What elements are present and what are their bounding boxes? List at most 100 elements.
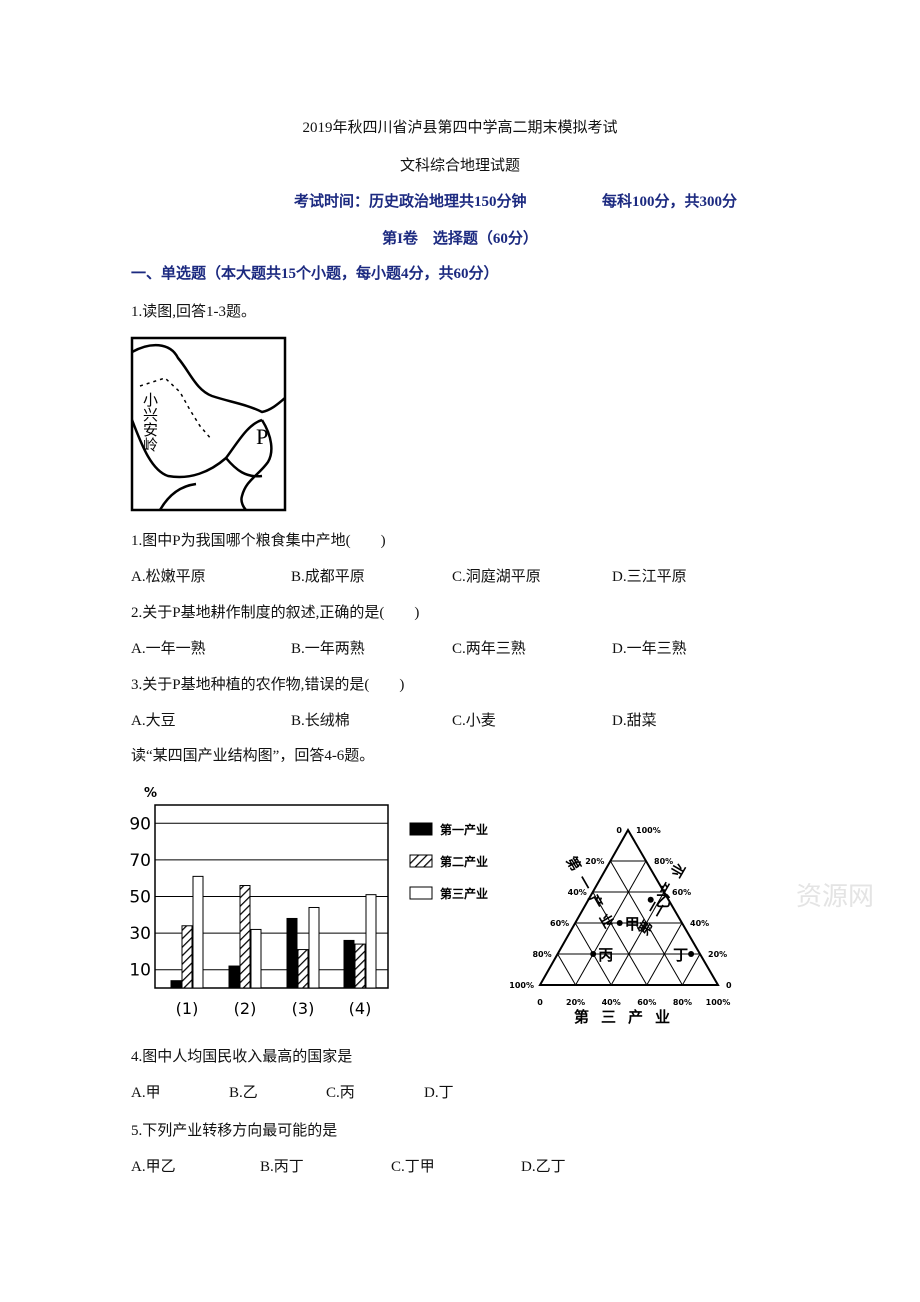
right-tick-label: 20% bbox=[708, 950, 727, 959]
bar bbox=[239, 885, 251, 989]
y-tick-label: 70 bbox=[129, 851, 151, 871]
question-stem: 3.关于P基地种植的农作物,错误的是( ) bbox=[131, 677, 405, 693]
bottom-tick-label: 100% bbox=[706, 998, 731, 1007]
watermark: 资源网 bbox=[796, 882, 874, 912]
left-tick-label: 20% bbox=[585, 857, 604, 866]
ternary-chart: 0 0 0 20% 20% 20% 40% 40% 40% 60% 60% 60% 80% 80% 80% 1… bbox=[509, 826, 732, 1026]
point-label: 乙 bbox=[656, 892, 671, 910]
triangle bbox=[538, 827, 720, 986]
grid-line bbox=[557, 953, 577, 986]
legend-label: 第三产业 bbox=[440, 886, 488, 901]
y-tick-label: 10 bbox=[129, 961, 151, 981]
intro: 读“某四国产业结构图”，回答4-6题。 bbox=[131, 748, 375, 764]
bar bbox=[181, 925, 193, 989]
question-stem: 2.关于P基地耕作制度的叙述,正确的是( ) bbox=[131, 605, 420, 621]
x-tick-label: (2) bbox=[234, 999, 257, 1018]
option: C.洞庭湖平原 bbox=[452, 569, 541, 585]
option: B.长绒棉 bbox=[291, 713, 350, 729]
map: 小兴安岭 P bbox=[130, 336, 287, 512]
option: D.三江平原 bbox=[612, 569, 687, 585]
legend-swatch bbox=[409, 854, 433, 868]
point bbox=[688, 951, 695, 957]
bar bbox=[170, 980, 182, 989]
left-tick-label: 40% bbox=[568, 888, 587, 897]
bottom-tick-label: 80% bbox=[673, 998, 692, 1007]
legend-label: 第二产业 bbox=[440, 854, 488, 869]
left-tick-label: 80% bbox=[532, 950, 551, 959]
right-tick-label: 80% bbox=[654, 857, 673, 866]
question-stem: 5.下列产业转移方向最可能的是 bbox=[131, 1123, 338, 1139]
y-unit: % bbox=[144, 786, 157, 801]
legend-swatch bbox=[409, 886, 433, 900]
option: D.甜菜 bbox=[612, 713, 657, 729]
point-label: 甲 bbox=[625, 915, 640, 933]
option: C.丙 bbox=[326, 1085, 355, 1101]
bar bbox=[365, 894, 377, 989]
left-tick-label: 100% bbox=[509, 981, 534, 990]
section: 第I卷 选择题（60分） bbox=[382, 231, 538, 247]
point-label: 丁 bbox=[673, 946, 688, 964]
map-point-label: P bbox=[256, 424, 268, 449]
right-tick-label: 40% bbox=[690, 919, 709, 928]
question-stem: 4.图中人均国民收入最高的国家是 bbox=[131, 1049, 353, 1065]
x-tick-label: (3) bbox=[292, 999, 315, 1018]
bar bbox=[297, 949, 309, 989]
option: A.大豆 bbox=[131, 713, 176, 729]
y-tick-label: 90 bbox=[129, 814, 151, 834]
x-tick-label: (4) bbox=[349, 999, 372, 1018]
legend-swatch bbox=[409, 822, 433, 836]
option: D.丁 bbox=[424, 1085, 454, 1101]
bar bbox=[343, 939, 355, 989]
option: D.乙丁 bbox=[521, 1159, 566, 1175]
option: C.小麦 bbox=[452, 713, 496, 729]
option: A.甲乙 bbox=[131, 1159, 176, 1175]
option: B.乙 bbox=[229, 1085, 258, 1101]
title: 2019年秋四川省泸县第四中学高二期末模拟考试 bbox=[302, 120, 618, 136]
exam-time: 考试时间：历史政治地理共150分钟 bbox=[294, 194, 527, 210]
option: B.成都平原 bbox=[291, 569, 365, 585]
option: A.甲 bbox=[131, 1085, 161, 1101]
right-tick-label: 100% bbox=[636, 826, 661, 835]
option: A.一年一熟 bbox=[131, 641, 206, 657]
point bbox=[616, 920, 623, 926]
bar bbox=[228, 965, 240, 989]
x-tick-label: (1) bbox=[176, 999, 199, 1018]
left-tick-label: 0 bbox=[616, 826, 622, 835]
grid-line bbox=[646, 922, 683, 986]
exam-score: 每科100分，共300分 bbox=[602, 194, 738, 210]
bar bbox=[354, 943, 366, 989]
intro: 1.读图,回答1-3题。 bbox=[131, 304, 256, 320]
option: C.两年三熟 bbox=[452, 641, 526, 657]
axis-label: 第三产业 bbox=[574, 1008, 682, 1026]
bar bbox=[192, 875, 204, 989]
right-tick-label: 60% bbox=[672, 888, 691, 897]
bar bbox=[250, 928, 262, 989]
option: A.松嫩平原 bbox=[131, 569, 206, 585]
point bbox=[590, 951, 597, 957]
question-stem: 1.图中P为我国哪个粮食集中产地( ) bbox=[131, 533, 386, 549]
point bbox=[647, 896, 654, 903]
bar bbox=[286, 917, 298, 989]
option: B.一年两熟 bbox=[291, 641, 365, 657]
grid-line bbox=[681, 953, 701, 986]
grid-line bbox=[610, 891, 665, 986]
left-tick-label: 60% bbox=[550, 919, 569, 928]
point-label: 丙 bbox=[598, 946, 613, 964]
bar bbox=[308, 906, 320, 989]
bottom-tick-label: 40% bbox=[602, 998, 621, 1007]
part-heading: 一、单选题（本大题共15个小题，每小题4分，共60分） bbox=[131, 266, 499, 282]
bottom-tick-label: 0 bbox=[537, 998, 543, 1007]
right-tick-label: 0 bbox=[726, 981, 732, 990]
option: B.丙丁 bbox=[260, 1159, 304, 1175]
legend-label: 第一产业 bbox=[440, 822, 488, 837]
y-tick-label: 30 bbox=[129, 924, 151, 944]
option: D.一年三熟 bbox=[612, 641, 687, 657]
option: C.丁甲 bbox=[391, 1159, 435, 1175]
map-label: 小兴安岭 bbox=[141, 392, 159, 452]
bottom-tick-label: 60% bbox=[637, 998, 656, 1007]
grid-line bbox=[592, 891, 648, 986]
bottom-tick-label: 20% bbox=[566, 998, 585, 1007]
